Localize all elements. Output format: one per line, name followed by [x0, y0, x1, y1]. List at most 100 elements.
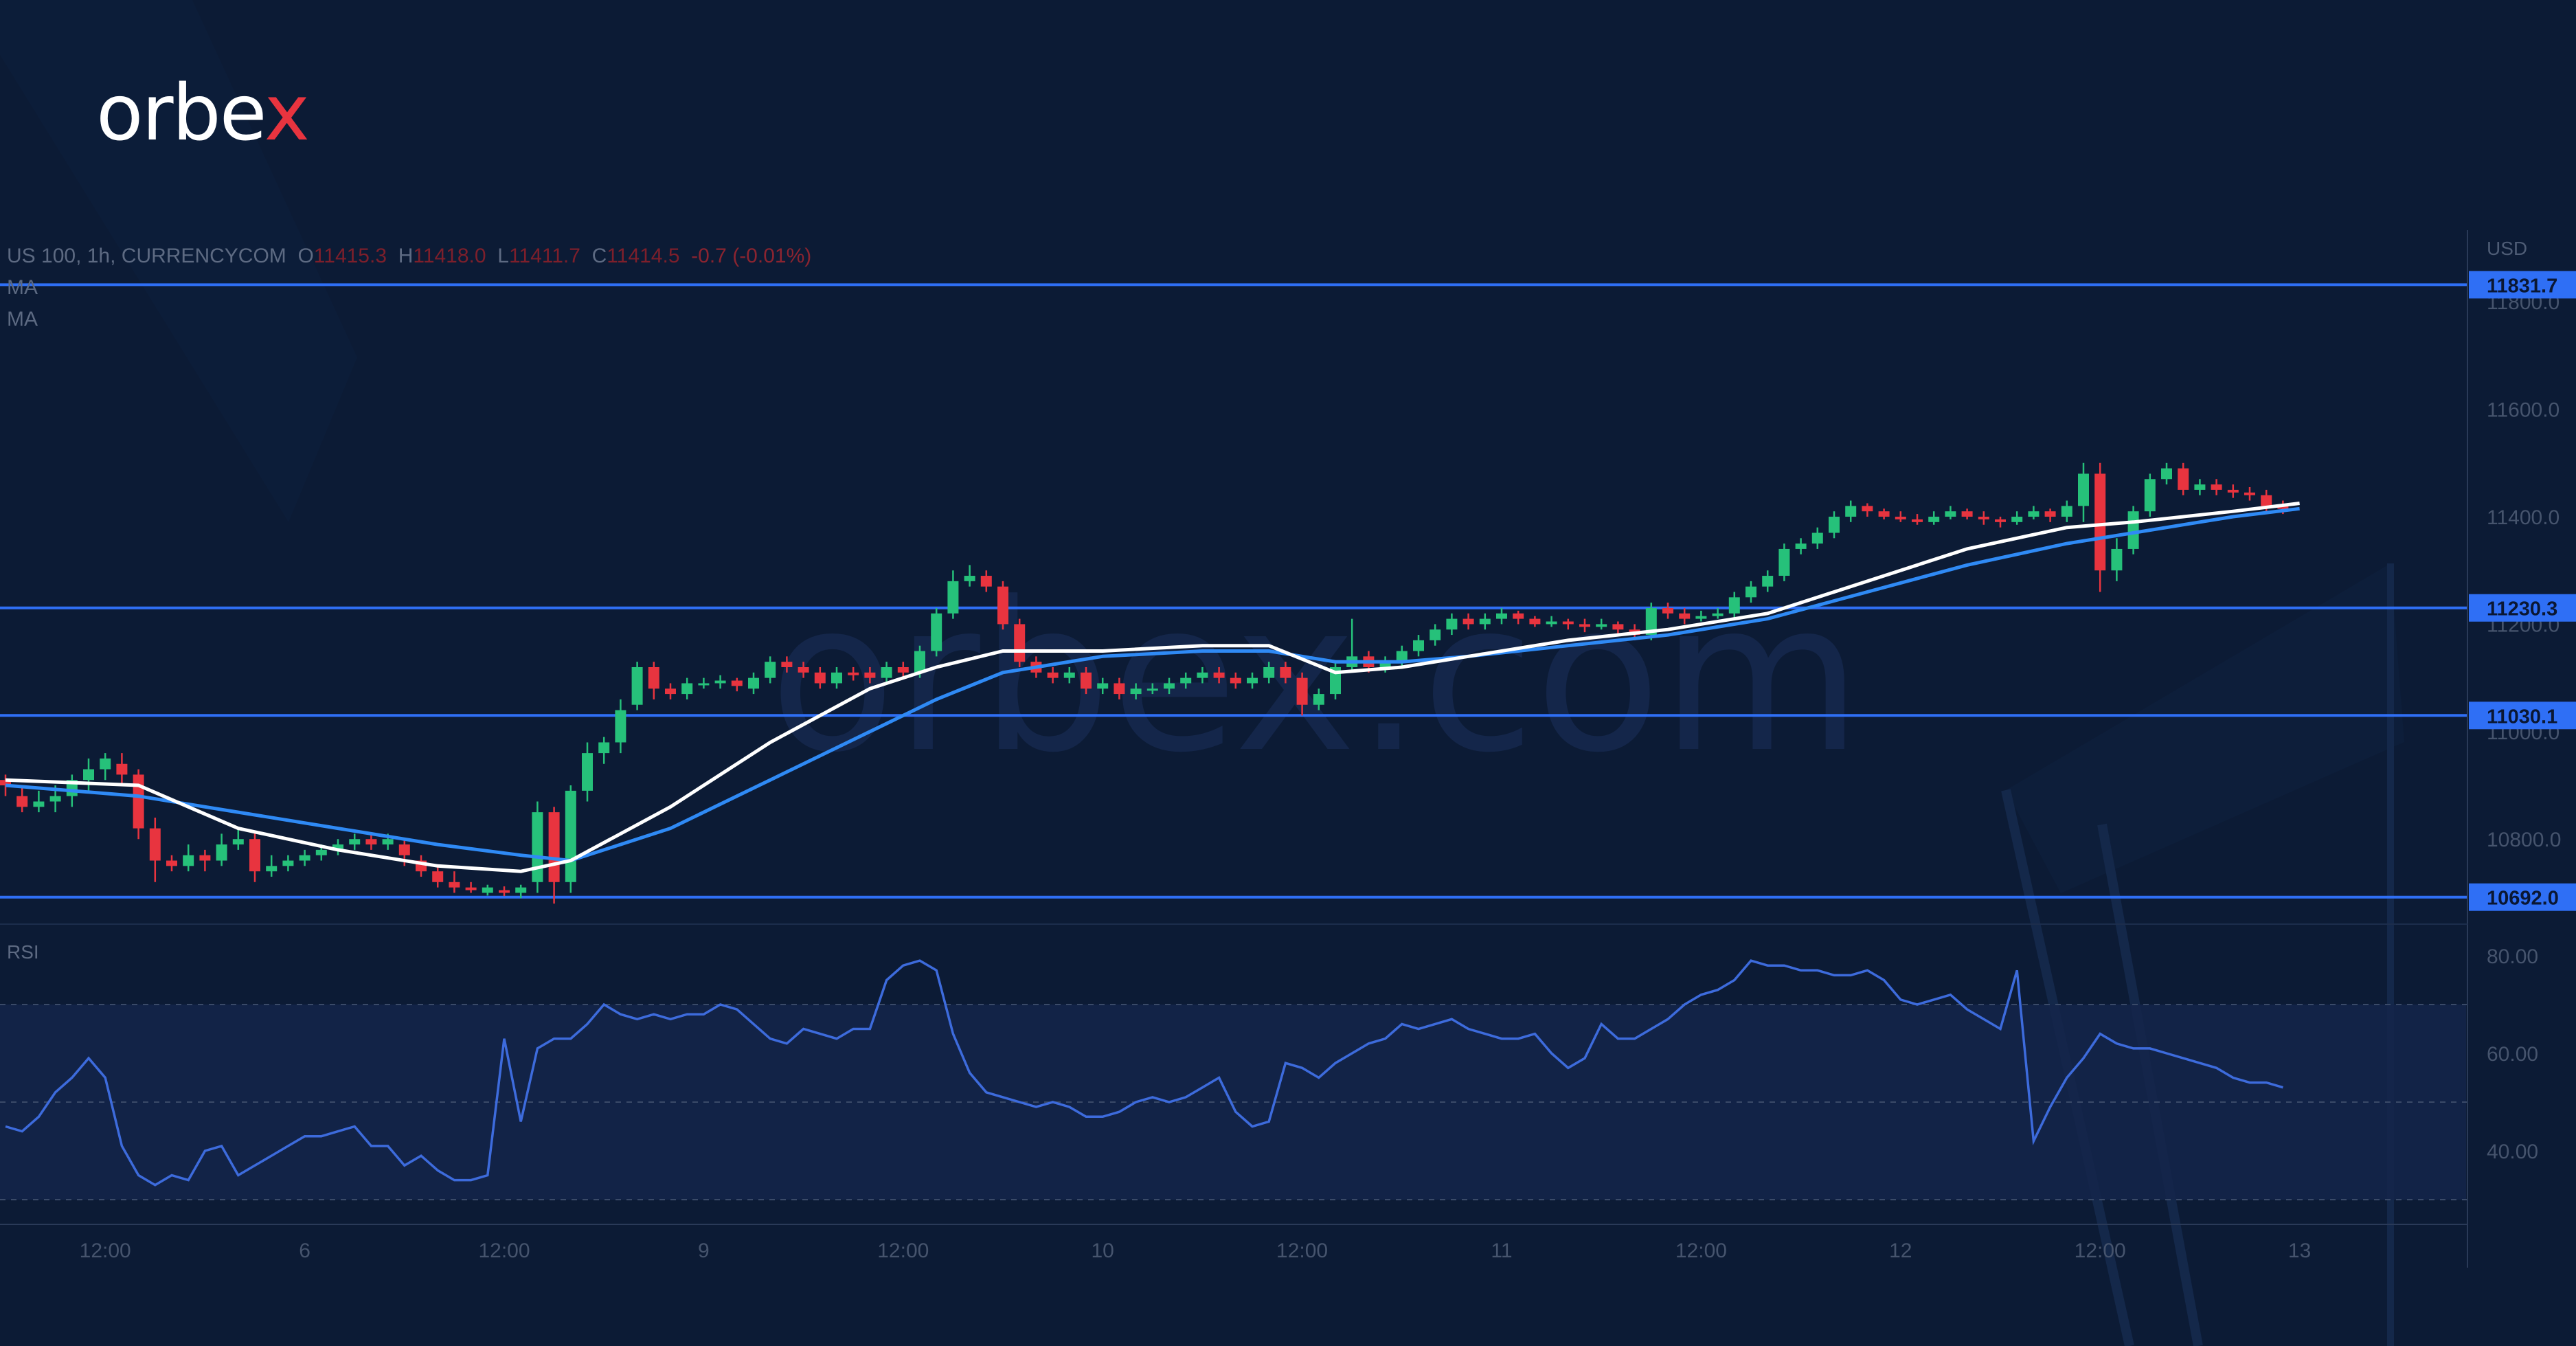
rsi-axis: 80.00 60.00 40.00 — [2487, 945, 2538, 1163]
candle-body — [199, 855, 211, 861]
candle-body — [183, 855, 194, 866]
candle-body — [2211, 484, 2222, 490]
candle-body — [1081, 672, 1092, 689]
price-level-tag — [2469, 594, 2576, 622]
legend-low: 11411.7 — [508, 245, 580, 267]
candle-body — [1862, 506, 1873, 512]
legend-change: -0.7 (-0.01%) — [691, 245, 812, 267]
candle-body — [1712, 613, 1724, 616]
rsi-tick-label: 80.00 — [2487, 945, 2538, 968]
candle-body — [1529, 618, 1541, 625]
candle-body — [1513, 613, 1524, 619]
candle-body — [515, 887, 527, 893]
candle-body — [1247, 677, 1258, 684]
chart-legend: US 100, 1h, CURRENCYCOM O11415.3 H11418.… — [7, 240, 811, 335]
candle-body — [665, 688, 676, 695]
candle-body — [897, 666, 909, 673]
candle-body — [1679, 613, 1691, 619]
candle-body — [1945, 511, 1956, 517]
time-tick-label: 12:00 — [877, 1240, 929, 1262]
candle-body — [432, 871, 444, 882]
price-level-tag — [2469, 271, 2576, 299]
candle-body — [1396, 651, 1408, 662]
logo-accent: x — [264, 69, 310, 158]
price-level-labels: 11831.7 11230.3 11030.1 10692.0 — [2469, 271, 2576, 911]
candle-body — [1430, 629, 1441, 640]
candle-body — [232, 839, 244, 845]
candle-body — [1296, 677, 1308, 705]
candle-body — [2028, 511, 2040, 517]
time-tick-label: 12:00 — [80, 1240, 131, 1262]
candle-body — [1164, 683, 1175, 689]
candle-body — [49, 796, 61, 802]
candle-body — [1612, 624, 1624, 630]
candle-body — [698, 683, 710, 686]
price-tick-label: 11400.0 — [2487, 506, 2560, 529]
candle-body — [997, 586, 1008, 625]
candle-body — [1562, 621, 1574, 625]
time-tick-label: 10 — [1092, 1240, 1114, 1262]
candle-body — [149, 828, 161, 861]
candle-body — [2078, 473, 2089, 506]
legend-ma-1[interactable]: MA — [7, 276, 38, 299]
price-level-label: 11230.3 — [2487, 598, 2557, 620]
candle-body — [2061, 506, 2072, 517]
rsi-pane-label[interactable]: RSI — [7, 941, 39, 963]
candle-body — [1197, 672, 1208, 678]
candle-body — [798, 666, 809, 673]
candle-body — [931, 613, 942, 651]
rsi-levels — [0, 1004, 2467, 1200]
candle-body — [1995, 519, 2006, 522]
candle-body — [1496, 613, 1507, 619]
candle-body — [714, 680, 726, 684]
candle-body — [864, 672, 876, 678]
candle-body — [1097, 683, 1109, 689]
candle-body — [1845, 506, 1857, 517]
candle-body — [2194, 484, 2206, 490]
candle-body — [1745, 586, 1756, 598]
candle-body — [1579, 624, 1590, 627]
candle-body — [216, 844, 227, 861]
candle-body — [1546, 621, 1557, 625]
candle-body — [249, 839, 260, 872]
candle-body — [116, 763, 128, 775]
candle-body — [1379, 662, 1391, 667]
candle-body — [2127, 511, 2139, 549]
candle-body — [1063, 672, 1075, 678]
candle-body — [282, 860, 294, 866]
candle-body — [831, 672, 842, 684]
legend-ohlc-row: US 100, 1h, CURRENCYCOM O11415.3 H11418.… — [7, 240, 811, 272]
candle-body — [598, 742, 610, 754]
time-tick-label: 12:00 — [1675, 1240, 1727, 1262]
candle-body — [748, 677, 759, 689]
candle-body — [1695, 616, 1707, 619]
time-tick-label: 11 — [1491, 1240, 1512, 1262]
candle-body — [1146, 688, 1158, 691]
legend-low-label: L — [497, 245, 509, 267]
candle-body — [964, 576, 975, 581]
candle-body — [1263, 666, 1275, 678]
candle-body — [315, 849, 327, 855]
candle-body — [1413, 640, 1424, 651]
time-tick-label: 12:00 — [478, 1240, 530, 1262]
legend-open: 11415.3 — [313, 245, 387, 267]
time-tick-label: 9 — [698, 1240, 710, 1262]
candle-body — [1047, 672, 1059, 678]
candle-body — [2178, 468, 2189, 490]
candle-body — [1213, 672, 1225, 678]
time-tick-label: 12:00 — [2075, 1240, 2126, 1262]
candle-body — [631, 666, 643, 705]
candle-body — [1313, 694, 1324, 705]
time-tick-label: 6 — [299, 1240, 310, 1262]
candle-body — [1014, 624, 1026, 662]
time-axis: 12:00 6 12:00 9 12:00 10 12:00 11 12:00 12 12:00 13 — [80, 1240, 2312, 1262]
candle-body — [615, 710, 626, 743]
legend-ma-2[interactable]: MA — [7, 308, 38, 330]
candle-body — [1479, 618, 1491, 625]
candle-body — [914, 651, 925, 673]
candle-body — [1130, 688, 1142, 695]
time-tick-label: 12 — [1889, 1240, 1912, 1262]
price-axis: 11800.011600.011400.011200.011000.010800… — [2487, 291, 2561, 851]
candle-body — [1829, 517, 1840, 533]
candle-body — [1728, 597, 1740, 614]
